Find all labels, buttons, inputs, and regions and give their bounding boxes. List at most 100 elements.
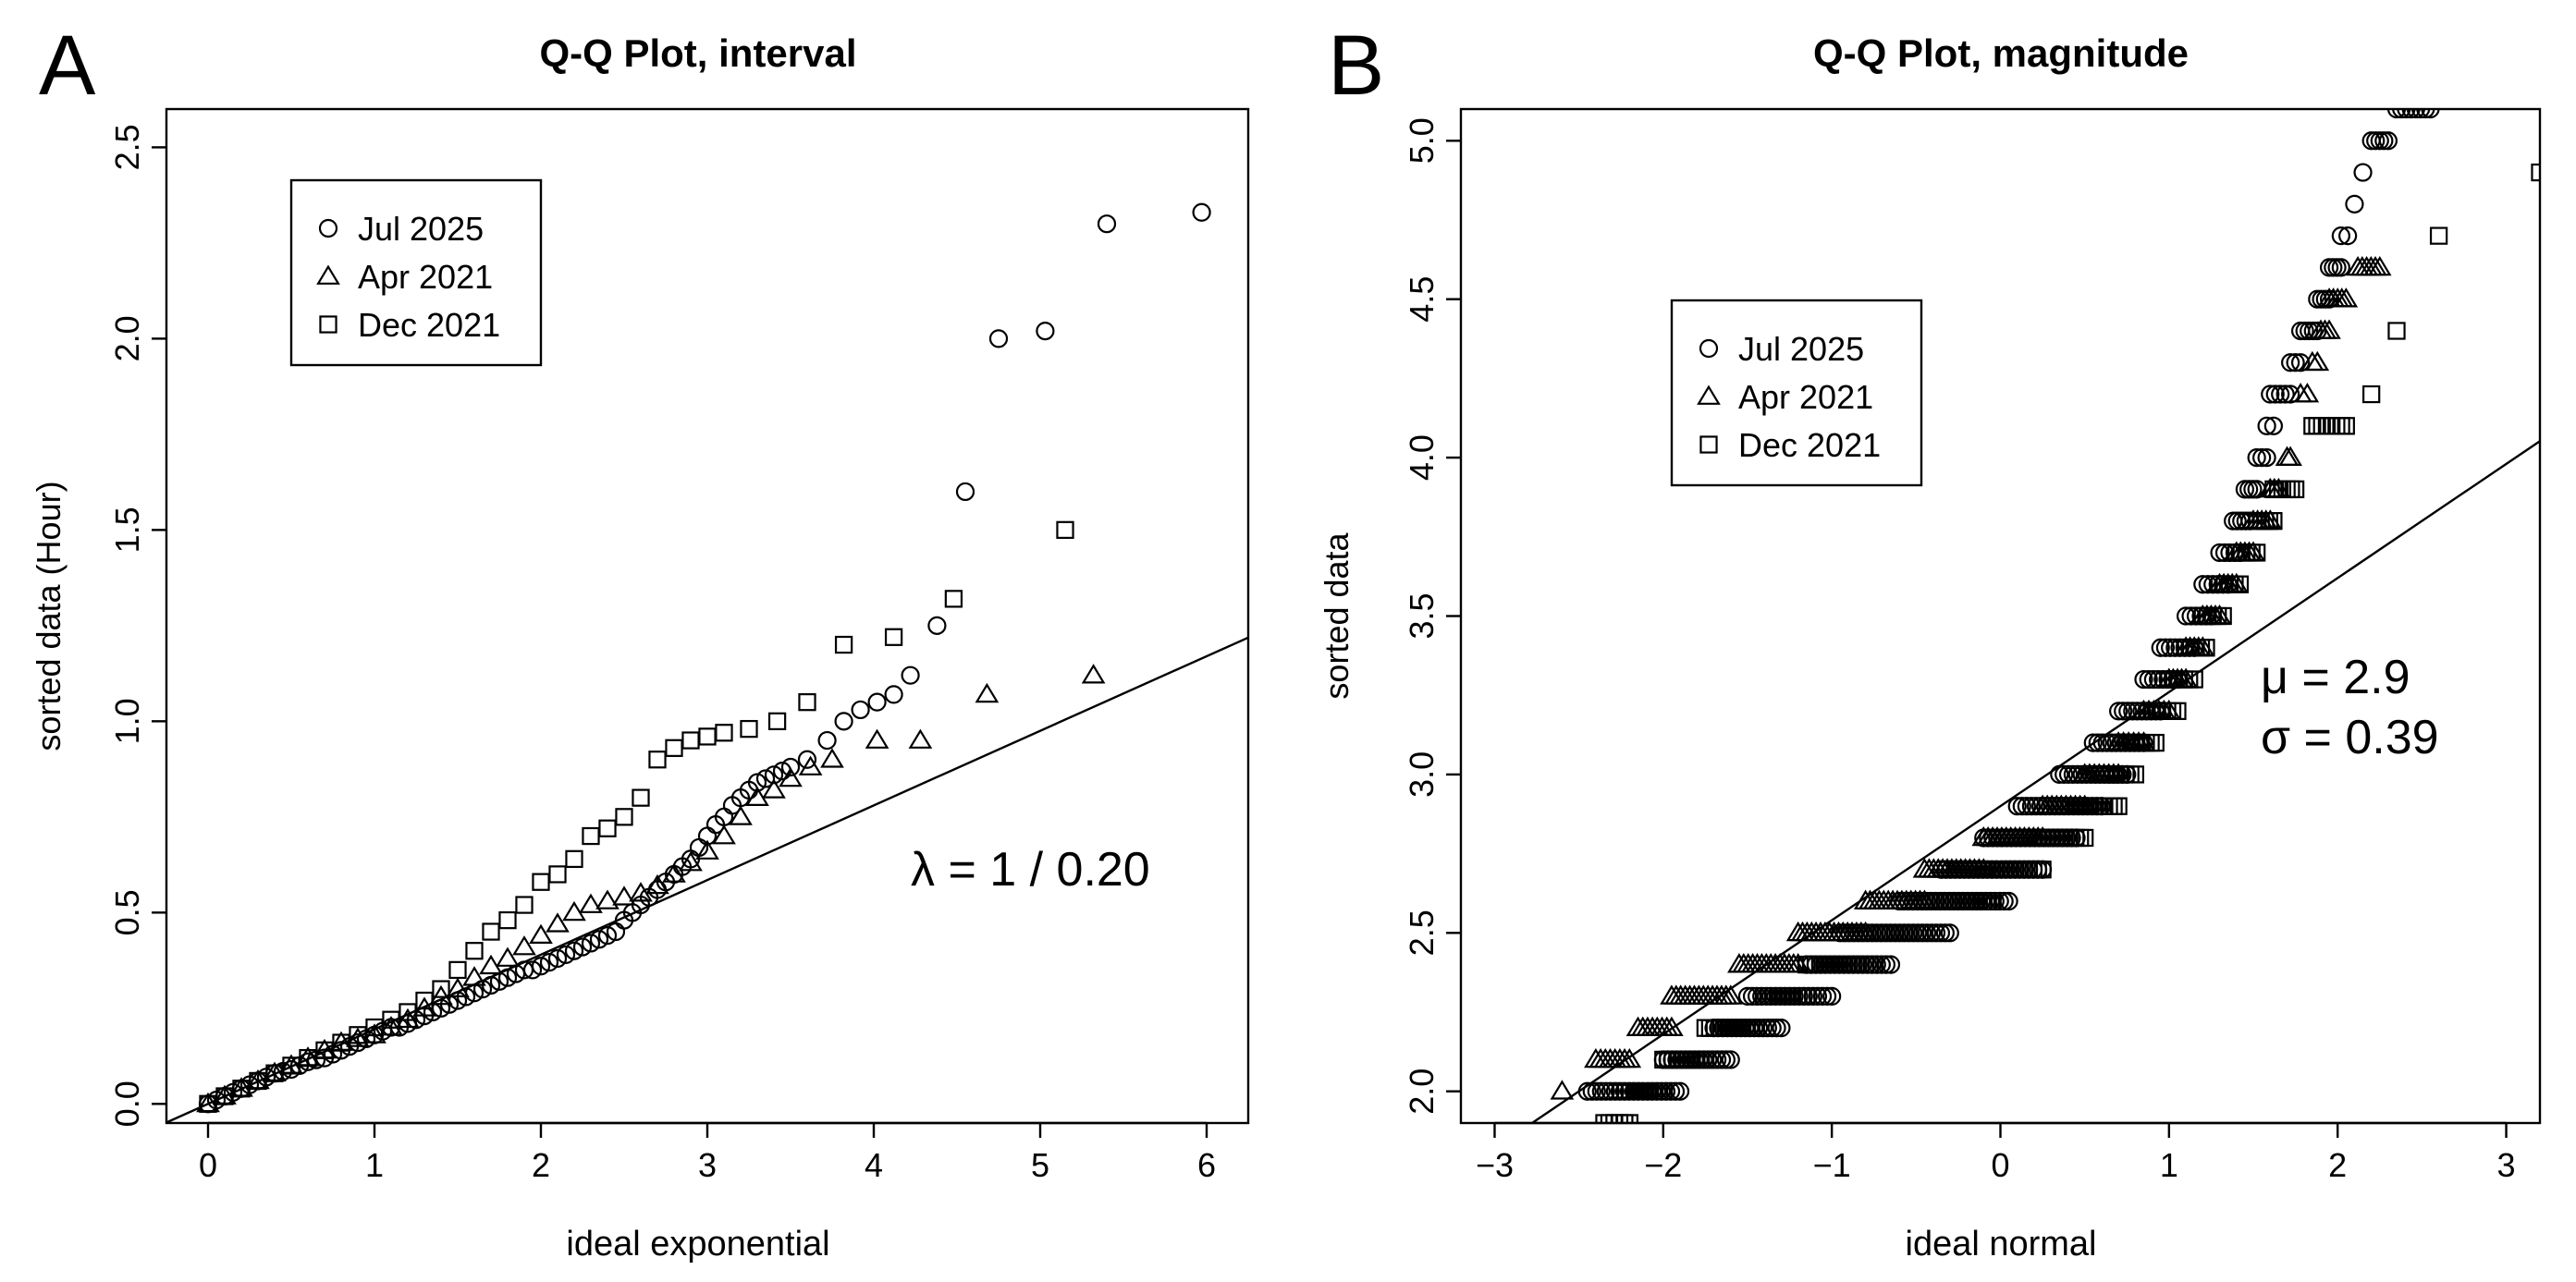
circle-marker: [1587, 1081, 1606, 1101]
square-marker: [2286, 480, 2305, 499]
circle-marker: [2017, 797, 2036, 816]
square-marker: [2109, 797, 2128, 815]
square-marker: [698, 727, 717, 746]
circle-marker: [497, 968, 518, 987]
chart-title-b: Q-Q Plot, magnitude: [1813, 31, 2189, 75]
triangle-marker: [1550, 1080, 1575, 1100]
circle-marker: [2286, 353, 2305, 372]
y-tick-label: 3.0: [1403, 751, 1441, 798]
circle-marker: [572, 937, 593, 957]
legend-entry: Dec 2021: [1738, 426, 1881, 464]
circle-marker: [2421, 109, 2440, 119]
square-marker: [2337, 417, 2355, 435]
circle-marker: [2406, 109, 2425, 119]
square-marker: [2429, 226, 2448, 245]
circle-marker: [2410, 109, 2431, 119]
triangle-marker: [729, 805, 753, 825]
triangle-marker: [679, 851, 703, 872]
panel-a: A Q-Q Plot, interval ideal exponential s…: [30, 18, 1250, 1264]
circle-marker: [2257, 416, 2276, 435]
square-marker: [944, 590, 963, 608]
square-marker: [2531, 163, 2540, 182]
series-dec-2021: [199, 520, 1074, 1113]
y-tick-label: 5.0: [1403, 117, 1441, 164]
triangle-marker: [2278, 446, 2302, 466]
circle-marker: [2139, 669, 2158, 690]
circle-marker: [1577, 1081, 1597, 1101]
square-icon: [1699, 435, 1718, 454]
circle-marker: [2397, 109, 2416, 119]
circle-marker: [851, 700, 870, 720]
data-layer: [1529, 109, 2540, 1123]
triangle-icon: [316, 264, 340, 285]
circle-marker: [2416, 109, 2435, 119]
circle-marker: [2353, 163, 2373, 182]
circle-marker: [1192, 202, 1211, 222]
triangle-marker: [362, 1023, 386, 1044]
triangle-marker: [529, 923, 553, 945]
circle-marker: [1097, 214, 1117, 234]
triangle-marker: [779, 766, 803, 788]
circle-marker: [1817, 986, 1837, 1006]
circle-marker: [2378, 131, 2398, 151]
square-marker: [465, 942, 484, 960]
y-tick-label: 4.0: [1403, 434, 1441, 481]
circle-marker: [2155, 638, 2176, 657]
circle-marker: [2058, 764, 2079, 785]
triangle-marker: [820, 748, 844, 768]
square-marker: [1747, 1019, 1765, 1037]
y-tick-label: 1.0: [108, 698, 146, 744]
triangle-marker: [2275, 446, 2300, 466]
triangle-marker: [479, 954, 503, 975]
square-marker: [1865, 955, 1883, 974]
triangle-marker: [712, 824, 736, 845]
circle-marker: [988, 329, 1009, 348]
square-marker: [498, 910, 517, 930]
circle-marker: [2012, 797, 2031, 816]
circle-marker: [1036, 321, 1055, 341]
triangle-marker: [579, 893, 603, 913]
square-marker: [615, 808, 633, 826]
triangle-marker: [908, 728, 933, 749]
square-marker: [1654, 1082, 1673, 1101]
triangle-marker: [1718, 984, 1743, 1005]
circle-marker: [1582, 1081, 1601, 1101]
triangle-marker: [595, 889, 619, 910]
circle-marker: [2128, 702, 2147, 721]
triangle-marker: [762, 778, 786, 799]
circle-marker: [1940, 923, 1959, 943]
circle-marker: [2247, 447, 2266, 468]
annotation: λ = 1 / 0.20: [911, 843, 1150, 897]
circle-marker: [2281, 353, 2300, 372]
series-dec-2021: [1595, 163, 2540, 1123]
triangle-marker: [2334, 287, 2359, 308]
circle-marker: [2083, 733, 2103, 752]
circle-marker: [927, 616, 947, 635]
square-marker: [2033, 861, 2052, 879]
x-tick-label: 3: [698, 1146, 717, 1184]
triangle-icon: [1697, 385, 1721, 405]
square-marker: [2264, 512, 2283, 531]
circle-marker: [2067, 764, 2087, 785]
circle-marker: [2055, 764, 2074, 785]
y-tick-label: 0.0: [108, 1081, 146, 1127]
circle-marker: [2252, 447, 2272, 468]
y-tick-label: 2.5: [108, 124, 146, 170]
x-tick-label: 2: [2328, 1146, 2347, 1184]
circle-marker: [797, 750, 817, 769]
triangle-marker: [662, 862, 686, 883]
circle-marker: [2097, 733, 2116, 752]
circle-marker: [1721, 1050, 1740, 1069]
legend-entry: Jul 2025: [358, 210, 484, 248]
circle-marker: [547, 948, 568, 969]
square-marker: [2230, 575, 2250, 593]
triangle-marker: [2317, 319, 2341, 339]
circle-marker: [589, 930, 609, 949]
square-marker: [548, 865, 567, 884]
square-marker: [834, 635, 853, 654]
triangle-marker: [629, 882, 653, 902]
square-marker: [1982, 892, 2002, 910]
circle-marker: [884, 685, 903, 704]
circle-marker: [2290, 353, 2311, 372]
square-marker: [2387, 322, 2406, 340]
